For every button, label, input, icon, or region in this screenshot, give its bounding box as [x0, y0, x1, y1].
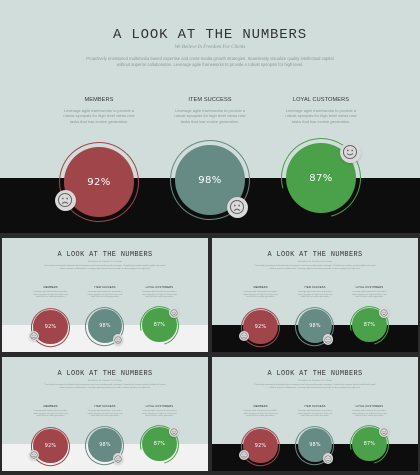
column-title: ITEM SUCCESS: [188, 97, 232, 103]
sad-face-icon: [113, 334, 124, 345]
column-title: LOYAL CUSTOMERS: [355, 285, 384, 289]
stat-value: 92%: [87, 176, 111, 188]
column-description: Leverage agile frameworks to provide a r…: [63, 108, 135, 124]
column-title: LOYAL CUSTOMERS: [292, 97, 350, 103]
happy-face-icon: [378, 307, 389, 318]
stat-value: 98%: [309, 442, 321, 449]
column-title: MEMBERS: [253, 285, 268, 289]
stat-value: 87%: [153, 322, 166, 329]
column-description: Leverage agile frameworks to provide a r…: [87, 409, 123, 418]
slide-subtitle: We Believe In Freedom For Clients: [297, 379, 333, 383]
happy-face-icon: [168, 307, 179, 318]
sad-face-icon: [323, 334, 334, 345]
slide-title: A LOOK AT THE NUMBERS: [112, 27, 308, 43]
column-title: LOYAL CUSTOMERS: [145, 404, 174, 408]
column-description: Leverage agile frameworks to provide a r…: [243, 409, 278, 418]
sad-face-icon: [238, 449, 250, 461]
slide-subtitle: We Believe In Freedom For Clients: [87, 260, 123, 264]
stat-circle: 92%: [33, 310, 68, 345]
stat-value: 98%: [99, 442, 111, 449]
column-description: Leverage agile frameworks to provide a r…: [33, 409, 68, 418]
stat-value: 98%: [309, 323, 321, 330]
column-title: LOYAL CUSTOMERS: [145, 285, 174, 289]
stat-value: 87%: [363, 322, 376, 329]
sad-face-icon: [113, 453, 124, 464]
stat-value: 87%: [153, 441, 166, 448]
column-title: MEMBERS: [84, 97, 114, 103]
slide-title: A LOOK AT THE NUMBERS: [267, 251, 363, 260]
column-title: MEMBERS: [43, 404, 58, 408]
slide-intro-text: Proactively envisioned multimedia based …: [44, 384, 166, 390]
slide-subtitle: We Believe In Freedom For Clients: [87, 379, 123, 383]
thumbnail-3[interactable]: A LOOK AT THE NUMBERS We Believe In Freed…: [2, 357, 208, 471]
happy-face-icon: [168, 426, 179, 437]
stat-circle: 92%: [243, 310, 278, 345]
slide-intro-text: Proactively envisioned multimedia based …: [44, 265, 166, 271]
sad-face-icon: [28, 449, 40, 461]
column-description: Leverage agile frameworks to provide a r…: [142, 409, 177, 418]
column-title: ITEM SUCCESS: [304, 404, 326, 408]
column-title: LOYAL CUSTOMERS: [355, 404, 384, 408]
stat-circle: 92%: [64, 147, 134, 217]
stat-value: 92%: [44, 443, 57, 450]
column-description: Leverage agile frameworks to provide a r…: [297, 290, 333, 299]
happy-face-icon: [339, 141, 361, 163]
stat-value: 98%: [198, 174, 222, 186]
column-description: Leverage agile frameworks to provide a r…: [174, 108, 246, 124]
sad-face-icon: [226, 196, 248, 218]
stat-value: 92%: [44, 324, 57, 331]
sad-face-icon: [238, 330, 250, 342]
thumbnail-1[interactable]: A LOOK AT THE NUMBERS We Believe In Freed…: [2, 238, 208, 352]
stat-value: 92%: [254, 324, 267, 331]
column-description: Leverage agile frameworks to provide a r…: [297, 409, 333, 418]
stat-value: 87%: [363, 441, 376, 448]
column-title: ITEM SUCCESS: [94, 285, 116, 289]
slide-intro-text: Proactively envisioned multimedia based …: [254, 384, 376, 390]
stat-circle: 92%: [243, 429, 278, 464]
column-title: MEMBERS: [253, 404, 268, 408]
stat-circle: 87%: [142, 427, 177, 462]
happy-face-icon: [378, 426, 389, 437]
main-slide: A LOOK AT THE NUMBERS We Believe In Freed…: [0, 0, 420, 233]
column-description: Leverage agile frameworks to provide a r…: [352, 409, 387, 418]
slide-title: A LOOK AT THE NUMBERS: [57, 370, 153, 379]
column-title: MEMBERS: [43, 285, 58, 289]
sad-face-icon: [54, 189, 76, 211]
slide-intro-text: Proactively envisioned multimedia based …: [254, 265, 376, 271]
stat-value: 92%: [254, 443, 267, 450]
slide-intro-text: Proactively envisioned multimedia based …: [86, 56, 334, 67]
stat-value: 98%: [99, 323, 111, 330]
stat-circle: 92%: [33, 429, 68, 464]
slide-title: A LOOK AT THE NUMBERS: [57, 251, 153, 260]
sad-face-icon: [323, 453, 334, 464]
column-title: ITEM SUCCESS: [94, 404, 116, 408]
stat-value: 87%: [309, 172, 333, 184]
column-title: ITEM SUCCESS: [304, 285, 326, 289]
sad-face-icon: [28, 330, 40, 342]
thumbnail-4[interactable]: A LOOK AT THE NUMBERS We Believe In Freed…: [212, 357, 418, 471]
column-description: Leverage agile frameworks to provide a r…: [33, 290, 68, 299]
column-description: Leverage agile frameworks to provide a r…: [87, 290, 123, 299]
thumbnail-2[interactable]: A LOOK AT THE NUMBERS We Believe In Freed…: [212, 238, 418, 352]
column-description: Leverage agile frameworks to provide a r…: [285, 108, 357, 124]
slide-subtitle: We Believe In Freedom For Clients: [174, 45, 246, 50]
column-description: Leverage agile frameworks to provide a r…: [243, 290, 278, 299]
slide-title: A LOOK AT THE NUMBERS: [267, 370, 363, 379]
column-description: Leverage agile frameworks to provide a r…: [352, 290, 387, 299]
column-description: Leverage agile frameworks to provide a r…: [142, 290, 177, 299]
slide-subtitle: We Believe In Freedom For Clients: [297, 260, 333, 264]
